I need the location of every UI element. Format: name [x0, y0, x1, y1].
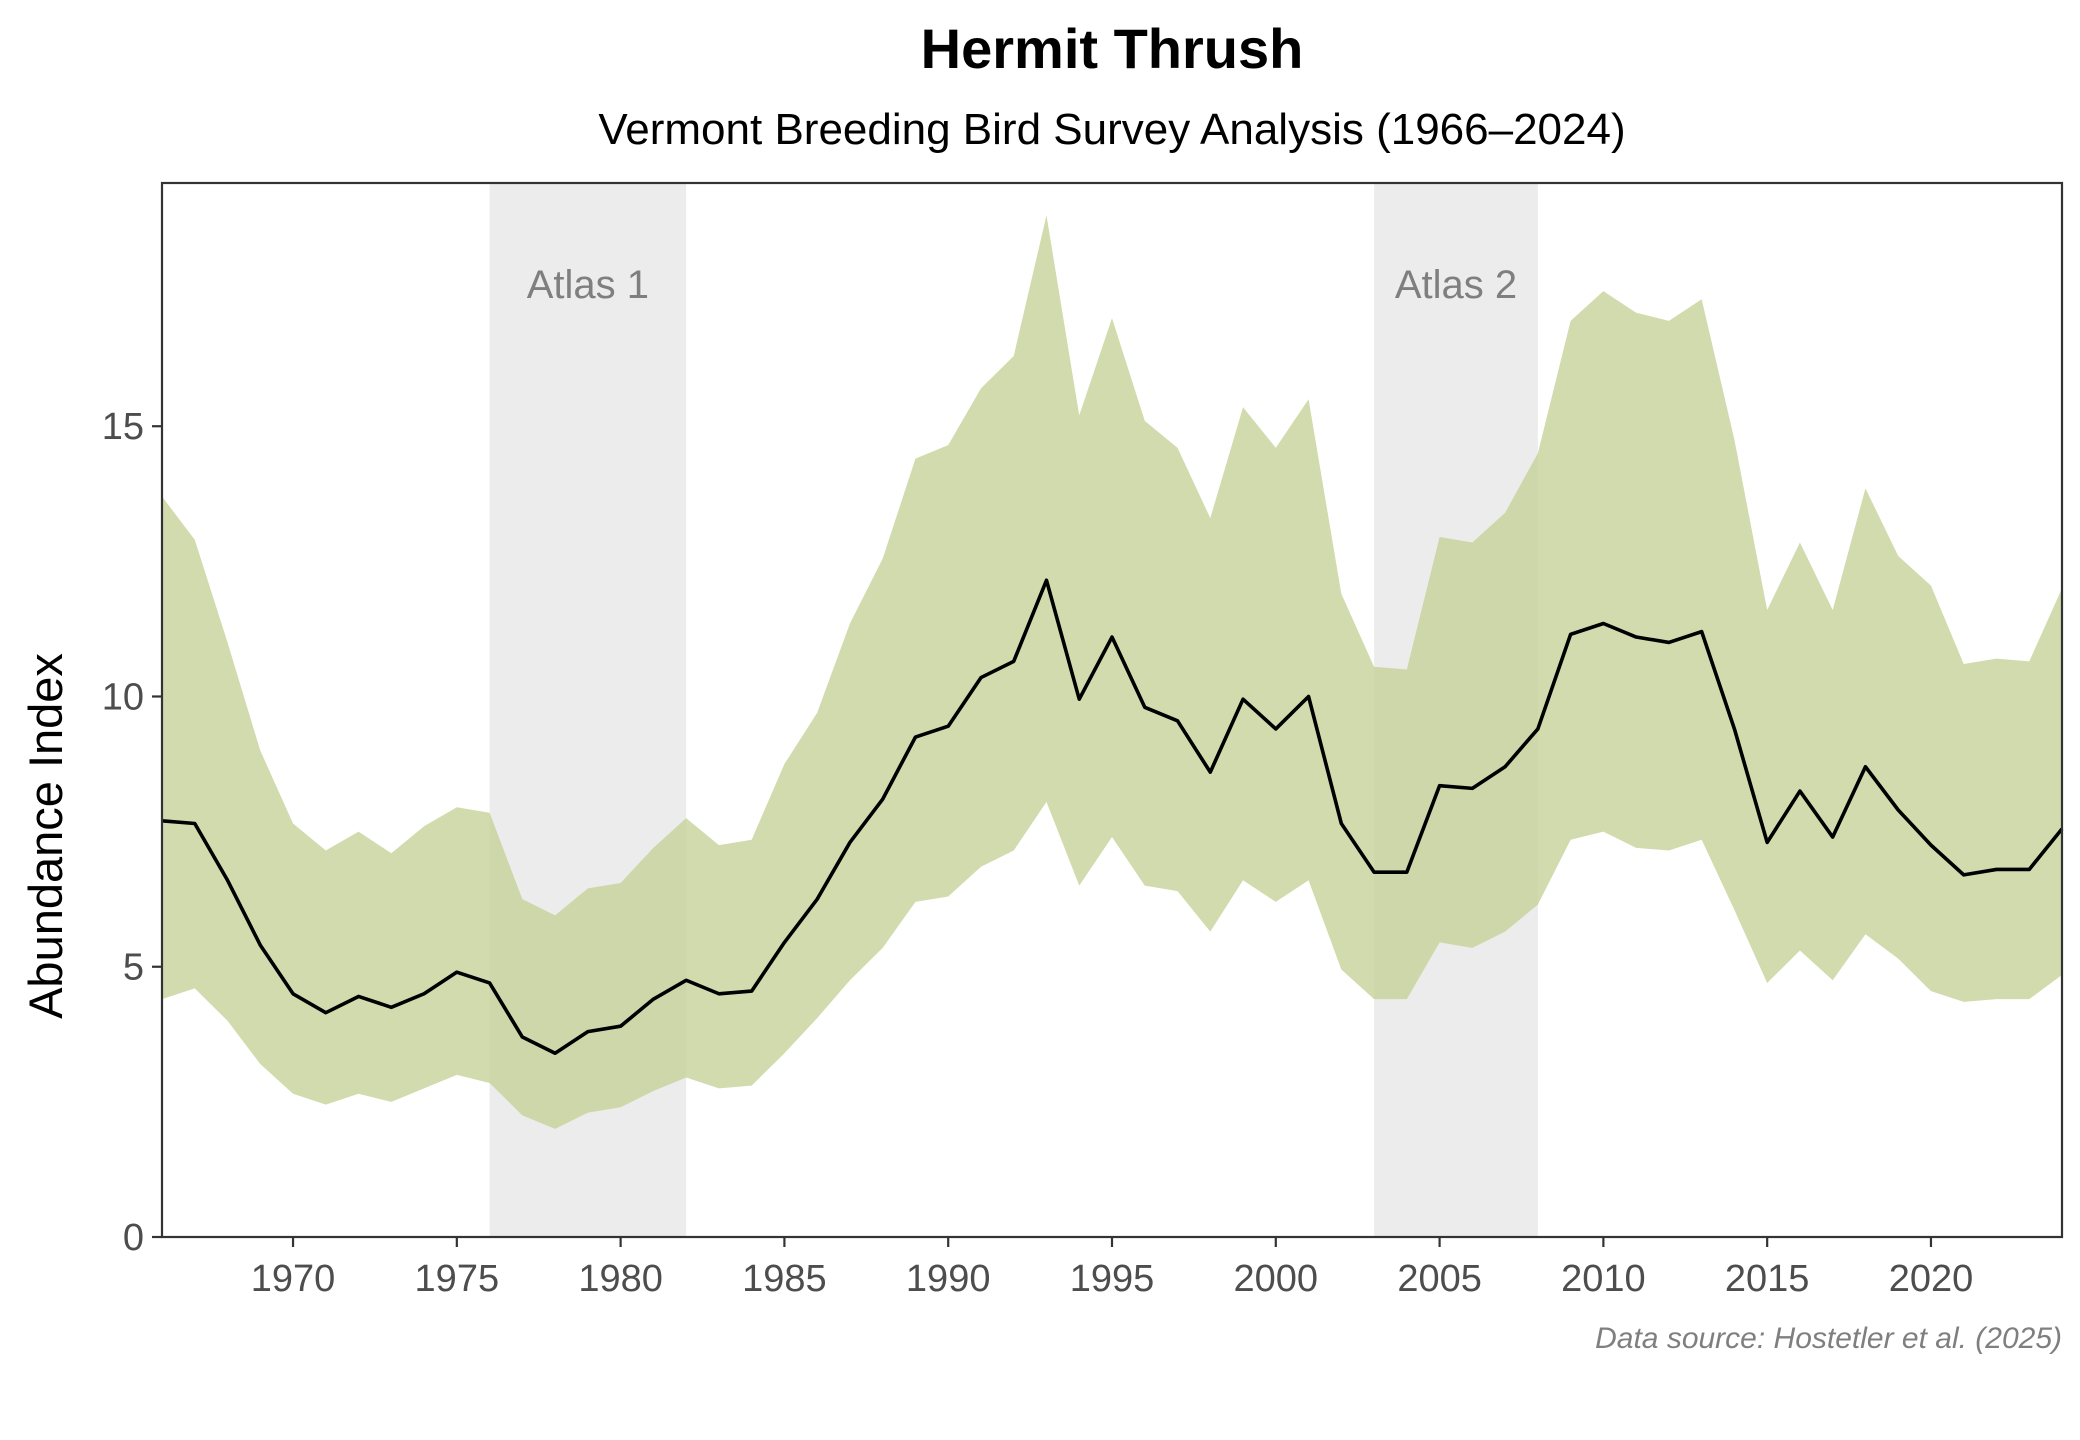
- x-tick-label: 2015: [1725, 1258, 1810, 1300]
- x-tick-label: 1990: [906, 1258, 991, 1300]
- confidence-ribbon: [162, 215, 2062, 1129]
- atlas-band-label-2: Atlas 2: [1395, 263, 1517, 307]
- y-tick-label: 15: [102, 406, 144, 448]
- x-tick-label: 1980: [578, 1258, 663, 1300]
- x-tick-label: 1970: [251, 1258, 336, 1300]
- atlas-band-labels: Atlas 1 Atlas 2: [527, 263, 1517, 307]
- x-tick-label: 2010: [1561, 1258, 1646, 1300]
- x-tick-label: 1995: [1070, 1258, 1155, 1300]
- x-tick-label: 1975: [415, 1258, 500, 1300]
- chart-title: Hermit Thrush: [921, 17, 1304, 80]
- y-tick-label: 0: [123, 1217, 144, 1259]
- data-source-caption: Data source: Hostetler et al. (2025): [1595, 1322, 2062, 1355]
- confidence-ribbon-layer: [162, 215, 2062, 1129]
- x-tick-label: 2005: [1397, 1258, 1482, 1300]
- x-tick-label: 1985: [742, 1258, 827, 1300]
- abundance-index-line: [161, 578, 2064, 1056]
- x-tick-label: 2000: [1234, 1258, 1319, 1300]
- x-tick-label: 2020: [1889, 1258, 1974, 1300]
- y-axis-label: Abundance Index: [19, 653, 72, 1019]
- atlas-band-label-1: Atlas 1: [527, 263, 649, 307]
- abundance-line-layer: [161, 578, 2064, 1056]
- chart-subtitle: Vermont Breeding Bird Survey Analysis (1…: [598, 105, 1625, 154]
- y-tick-label: 5: [123, 947, 144, 989]
- y-tick-label: 10: [102, 676, 144, 718]
- axes: 1970 1975 1980 1985 1990 1995 2000 2005 2010 2015…: [102, 181, 2064, 1300]
